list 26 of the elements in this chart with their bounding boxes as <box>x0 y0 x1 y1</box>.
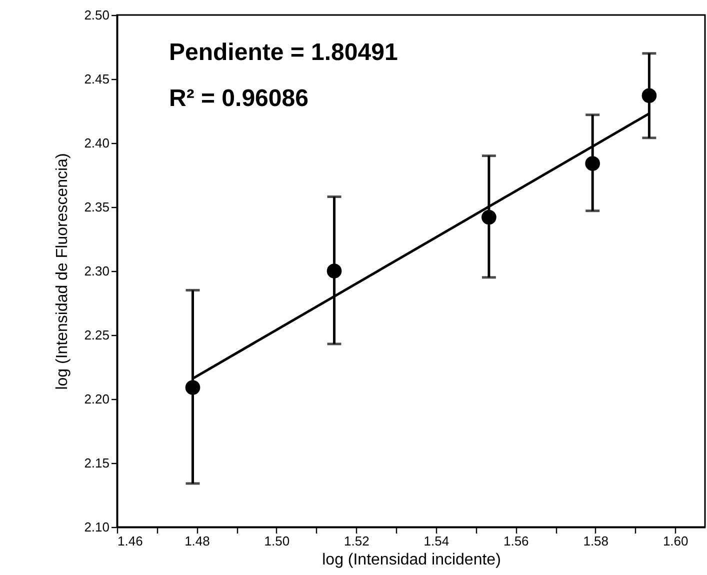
point <box>482 210 496 225</box>
y-tick-label: 2.25 <box>84 328 110 342</box>
x-tick-label: 1.60 <box>662 534 688 548</box>
x-tick-label: 1.54 <box>424 534 450 548</box>
point <box>185 380 200 395</box>
y-axis-title: log (Intensidad de Fluorescencia) <box>54 153 72 390</box>
x-tick-label: 1.56 <box>503 534 529 548</box>
y-tick-label: 2.35 <box>84 200 110 214</box>
y-tick-label: 2.10 <box>84 520 110 534</box>
y-tick-label: 2.45 <box>84 72 110 86</box>
x-tick-label: 1.48 <box>184 534 210 548</box>
x-tick-label: 1.52 <box>344 534 370 548</box>
annotation: R² = 0.96086 <box>169 85 308 112</box>
annotation: Pendiente = 1.80491 <box>169 39 398 66</box>
y-tick-label: 2.20 <box>84 392 110 406</box>
point <box>585 156 600 171</box>
point <box>642 88 657 104</box>
y-tick-label: 2.40 <box>84 136 110 150</box>
y-tick-label: 2.50 <box>84 8 110 22</box>
x-tick-label: 1.46 <box>118 534 143 548</box>
point <box>326 264 342 278</box>
x-axis-title: log (Intensidad incidente) <box>322 552 501 568</box>
x-tick-label: 1.58 <box>583 534 609 548</box>
x-tick-label: 1.50 <box>264 534 290 548</box>
y-tick-label: 2.30 <box>84 264 110 278</box>
y-tick-label: 2.15 <box>84 456 110 470</box>
